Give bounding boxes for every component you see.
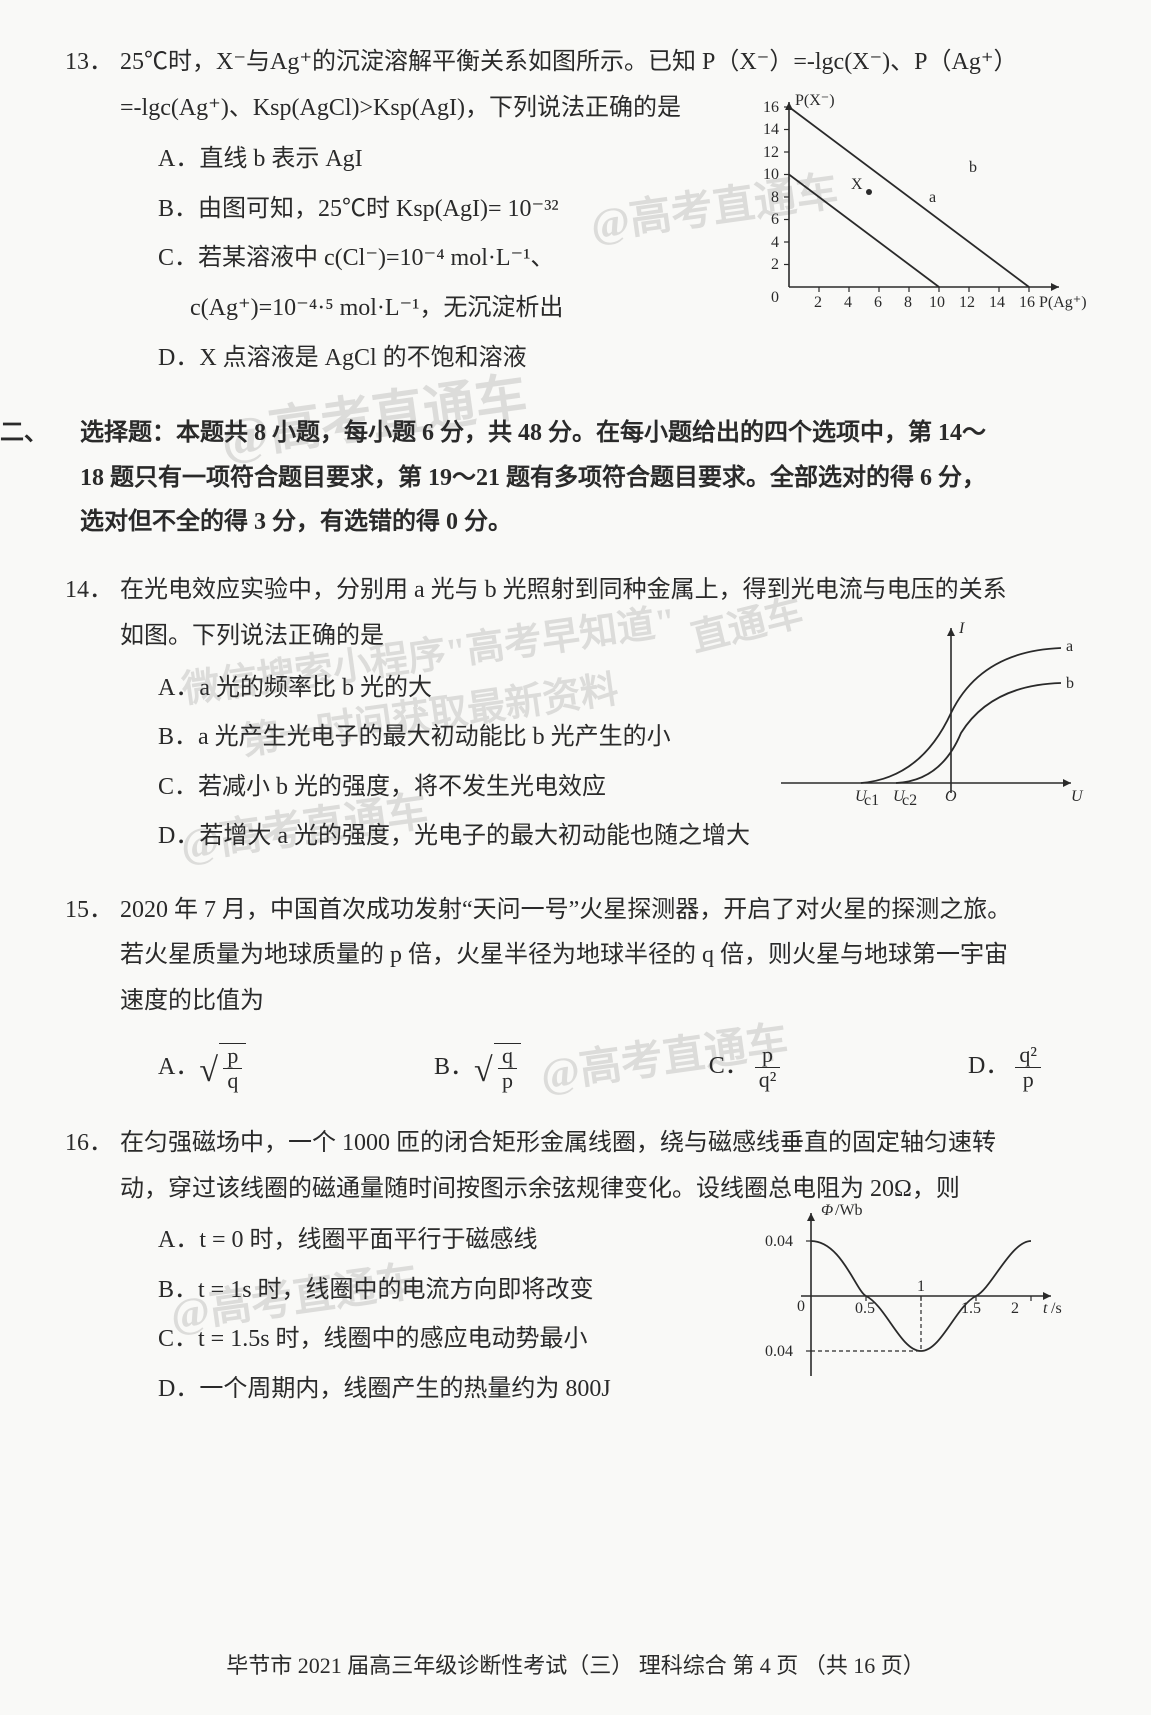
q15-options: A． pq B． qp C． pq² D． q²p (158, 1043, 1041, 1093)
svg-text:0.04: 0.04 (765, 1233, 793, 1250)
section-label: 二、 (0, 411, 48, 455)
svg-text:X: X (851, 176, 863, 193)
question-number: 16． (65, 1121, 113, 1167)
svg-text:4: 4 (771, 234, 779, 251)
option-a: A．a 光的频率比 b 光的大 (158, 666, 760, 712)
svg-text:O: O (945, 788, 957, 805)
q15-stem: 若火星质量为地球质量的 p 倍，火星半径为地球半径的 q 倍，则火星与地球第一宇… (120, 933, 1051, 979)
svg-text:P(Ag⁺): P(Ag⁺) (1039, 294, 1087, 311)
svg-text:b: b (1066, 675, 1074, 692)
svg-text:14: 14 (989, 294, 1005, 311)
question-16: 16． 在匀强磁场中，一个 1000 匝的闭合矩形金属线圈，绕与磁感线垂直的固定… (120, 1121, 1051, 1413)
section-2-header: 二、 选择题：本题共 8 小题，每小题 6 分，共 48 分。在每小题给出的四个… (80, 411, 1051, 544)
option-a: A． pq (158, 1043, 246, 1093)
svg-text:t: t (1043, 1300, 1048, 1317)
question-14: 14． 在光电效应实验中，分别用 a 光与 b 光照射到同种金属上，得到光电流与… (120, 568, 1051, 860)
svg-text:2: 2 (814, 294, 822, 311)
option-d: D．若增大 a 光的强度，光电子的最大初动能也随之增大 (158, 814, 760, 860)
q15-stem: 速度的比值为 (120, 979, 1051, 1025)
option-c: C． pq² (709, 1043, 781, 1093)
svg-text:U: U (1071, 788, 1084, 805)
option-b: B．a 光产生光电子的最大初动能比 b 光产生的小 (158, 715, 760, 761)
option-d: D．一个周期内，线圈产生的热量约为 800J (158, 1367, 680, 1413)
svg-text:8: 8 (904, 294, 912, 311)
svg-text:10: 10 (929, 294, 945, 311)
svg-text:a: a (929, 189, 936, 206)
q15-stem: 2020 年 7 月，中国首次成功发射“天问一号”火星探测器，开启了对火星的探测… (120, 888, 1051, 934)
q16-chart: 0.04 0.04 0 0.5 1 1.5 2 Φ/Wb t/s (751, 1201, 1071, 1408)
option-b: B．t = 1s 时，线圈中的电流方向即将改变 (158, 1268, 680, 1314)
svg-text:12: 12 (763, 144, 779, 161)
svg-text:0.5: 0.5 (855, 1300, 875, 1317)
svg-text:I: I (958, 620, 965, 637)
option-d: D． q²p (968, 1043, 1041, 1093)
svg-text:2: 2 (771, 256, 779, 273)
page-footer: 毕节市 2021 届高三年级诊断性考试（三） 理科综合 第 4 页 （共 16 … (0, 1645, 1151, 1687)
q13-chart: X a b 24 68 1012 1416 24 68 1012 1416 0 … (741, 95, 1081, 342)
svg-text:6: 6 (771, 211, 779, 228)
svg-text:14: 14 (763, 121, 779, 138)
svg-text:c1: c1 (864, 792, 879, 809)
option-a: A．直线 b 表示 AgI (158, 137, 640, 183)
section-text: 选择题：本题共 8 小题，每小题 6 分，共 48 分。在每小题给出的四个选项中… (80, 411, 1051, 455)
question-number: 13． (65, 40, 113, 86)
q13-stem: 25℃时，X⁻与Ag⁺的沉淀溶解平衡关系如图所示。已知 P（X⁻）=-lgc(X… (120, 40, 1051, 86)
svg-text:0: 0 (771, 289, 779, 306)
question-number: 14． (65, 568, 113, 614)
svg-text:12: 12 (959, 294, 975, 311)
option-c: C．若减小 b 光的强度，将不发生光电效应 (158, 765, 760, 811)
section-text: 选对但不全的得 3 分，有选错的得 0 分。 (80, 500, 1051, 544)
option-c: C．若某溶液中 c(Cl⁻)=10⁻⁴ mol·L⁻¹、 (158, 236, 640, 282)
option-b: B．由图可知，25℃时 Ksp(AgI)= 10⁻³² (158, 187, 640, 233)
svg-text:/s: /s (1051, 1300, 1062, 1317)
svg-text:1.5: 1.5 (961, 1300, 981, 1317)
svg-text:16: 16 (763, 99, 779, 116)
question-number: 15． (65, 888, 113, 934)
svg-text:16: 16 (1019, 294, 1035, 311)
svg-text:c2: c2 (902, 792, 917, 809)
q14-chart: a b Uc1 Uc2 O U I (771, 623, 1091, 830)
svg-text:6: 6 (874, 294, 882, 311)
option-d: D．X 点溶液是 AgCl 的不饱和溶液 (158, 336, 640, 382)
q16-stem: 在匀强磁场中，一个 1000 匝的闭合矩形金属线圈，绕与磁感线垂直的固定轴匀速转 (120, 1121, 1051, 1167)
svg-text:8: 8 (771, 189, 779, 206)
svg-text:10: 10 (763, 166, 779, 183)
svg-text:0.04: 0.04 (765, 1343, 793, 1360)
option-a: A．t = 0 时，线圈平面平行于磁感线 (158, 1218, 680, 1264)
question-15: 15． 2020 年 7 月，中国首次成功发射“天问一号”火星探测器，开启了对火… (120, 888, 1051, 1093)
q14-stem: 在光电效应实验中，分别用 a 光与 b 光照射到同种金属上，得到光电流与电压的关… (120, 568, 1051, 614)
question-13: 13． 25℃时，X⁻与Ag⁺的沉淀溶解平衡关系如图所示。已知 P（X⁻）=-l… (120, 40, 1051, 381)
svg-text:1: 1 (917, 1278, 925, 1295)
svg-text:Φ: Φ (821, 1202, 833, 1219)
option-c-cont: c(Ag⁺)=10⁻⁴·⁵ mol·L⁻¹，无沉淀析出 (190, 286, 640, 332)
svg-text:a: a (1066, 638, 1073, 655)
svg-text:2: 2 (1011, 1300, 1019, 1317)
option-b: B． qp (434, 1043, 521, 1093)
svg-text:0: 0 (797, 1298, 805, 1315)
svg-text:b: b (969, 159, 977, 176)
svg-text:/Wb: /Wb (835, 1202, 863, 1219)
svg-text:4: 4 (844, 294, 852, 311)
svg-text:P(X⁻): P(X⁻) (795, 92, 835, 109)
option-c: C．t = 1.5s 时，线圈中的感应电动势最小 (158, 1317, 680, 1363)
section-text: 18 题只有一项符合题目要求，第 19～21 题有多项符合题目要求。全部选对的得… (80, 456, 1051, 500)
exam-page: @高考直通车 @高考直通车 微信搜索小程序"高考早知道" 第一时间获取最新资料 … (0, 0, 1151, 1715)
